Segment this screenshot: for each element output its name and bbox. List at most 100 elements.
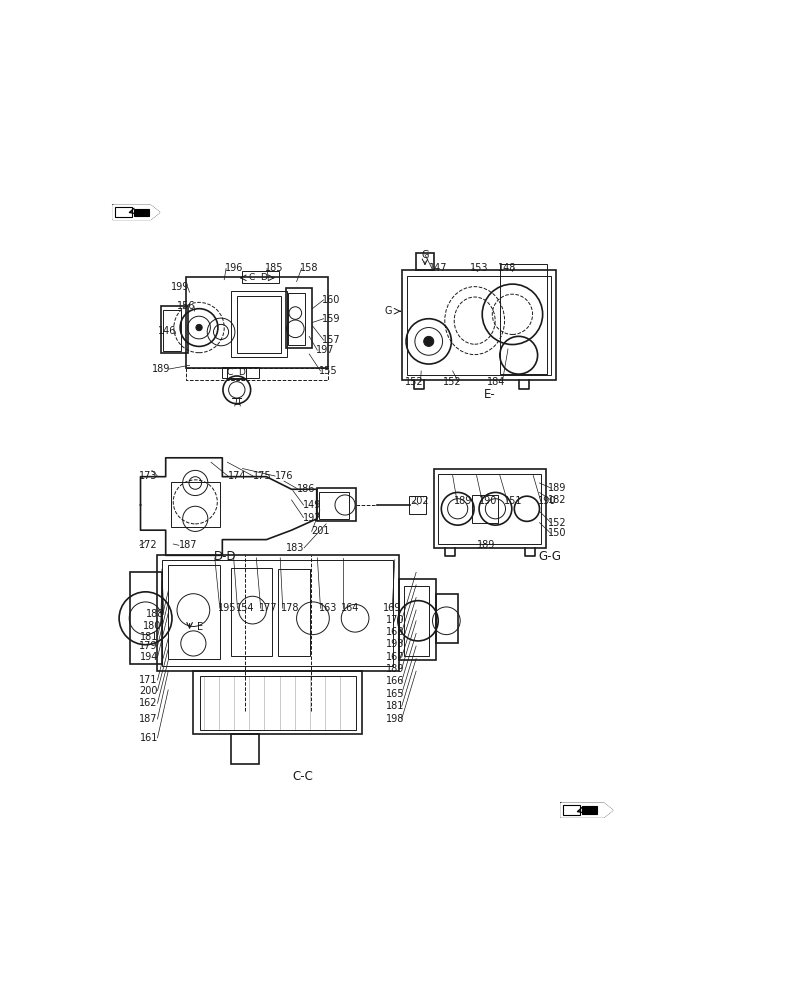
Bar [242, 271, 279, 283]
Text: 155: 155 [319, 366, 337, 376]
Text: 196: 196 [224, 263, 242, 273]
Text: 152: 152 [405, 377, 423, 387]
Bar [222, 367, 259, 378]
Bar [157, 555, 399, 671]
Text: G: G [421, 250, 428, 260]
Text: 164: 164 [341, 603, 358, 613]
Text: 156: 156 [177, 301, 195, 311]
Text: 190: 190 [537, 496, 556, 506]
Text: D: D [238, 368, 244, 377]
Text: 151: 151 [504, 496, 522, 506]
Bar [134, 209, 149, 216]
Text: 198: 198 [386, 714, 404, 724]
Text: Д: Д [233, 398, 240, 407]
Bar [170, 482, 220, 527]
Text: 161: 161 [139, 733, 157, 743]
Text: 189: 189 [547, 483, 565, 493]
Text: C: C [226, 368, 233, 377]
Text: 150: 150 [547, 528, 565, 538]
Text: 193: 193 [386, 639, 404, 649]
Bar [168, 565, 220, 659]
Circle shape [195, 324, 202, 331]
Text: 183: 183 [285, 543, 304, 553]
Polygon shape [560, 803, 611, 817]
Text: 199: 199 [171, 282, 189, 292]
Text: 181: 181 [386, 701, 404, 711]
Bar [401, 270, 556, 380]
Bar [115, 207, 131, 217]
Bar [437, 474, 541, 544]
Text: 184: 184 [487, 377, 504, 387]
Bar [237, 296, 281, 353]
Text: 149: 149 [303, 500, 321, 510]
Bar [161, 560, 393, 666]
Text: 146: 146 [158, 326, 177, 336]
Text: D-D: D-D [214, 550, 237, 563]
Text: E: E [196, 622, 203, 632]
Text: 171: 171 [139, 675, 158, 685]
Text: 175: 175 [252, 471, 271, 481]
Bar [433, 469, 545, 548]
Bar [287, 293, 305, 345]
Bar [163, 310, 181, 351]
Text: 180: 180 [143, 621, 161, 631]
Text: 169: 169 [383, 603, 401, 613]
Text: 188: 188 [146, 609, 164, 619]
Text: 189: 189 [477, 540, 496, 550]
Bar [403, 586, 428, 656]
Bar [399, 579, 436, 660]
Bar [500, 264, 547, 374]
Text: 192: 192 [303, 513, 321, 523]
Bar [408, 496, 426, 514]
Text: 168: 168 [386, 627, 404, 637]
Text: 174: 174 [227, 471, 246, 481]
Text: 152: 152 [442, 377, 461, 387]
Text: 197: 197 [315, 345, 334, 355]
Text: 172: 172 [139, 540, 158, 550]
Text: 189: 189 [386, 664, 404, 674]
Bar [193, 671, 362, 734]
Bar [187, 277, 328, 368]
Text: 157: 157 [321, 335, 340, 345]
Bar [407, 276, 550, 375]
Text: G-G: G-G [538, 550, 560, 563]
Text: 187: 187 [139, 714, 158, 724]
Text: 190: 190 [478, 496, 497, 506]
Text: 202: 202 [410, 496, 428, 506]
Polygon shape [140, 458, 316, 555]
Text: 176: 176 [274, 471, 293, 481]
Text: 189: 189 [453, 496, 472, 506]
Text: 153: 153 [470, 263, 487, 273]
Text: 179: 179 [139, 641, 158, 651]
Text: 166: 166 [386, 676, 404, 686]
Bar [318, 492, 349, 519]
Bar [200, 676, 355, 730]
Text: 185: 185 [265, 263, 284, 273]
Bar [436, 594, 457, 643]
Text: 187: 187 [178, 540, 197, 550]
Text: 181: 181 [139, 632, 157, 642]
Text: C: C [248, 273, 254, 282]
Text: 159: 159 [321, 314, 340, 324]
Text: D: D [260, 273, 267, 282]
Bar [230, 291, 287, 357]
Text: 170: 170 [386, 615, 404, 625]
Bar [131, 572, 161, 664]
Bar [277, 569, 310, 656]
Circle shape [423, 336, 433, 346]
Text: 186: 186 [297, 484, 315, 494]
Text: C-C: C-C [292, 770, 313, 783]
Bar [581, 806, 597, 814]
Text: 194: 194 [139, 652, 157, 662]
Text: 189: 189 [152, 364, 170, 374]
Text: 182: 182 [547, 495, 565, 505]
Text: 167: 167 [386, 652, 404, 662]
Text: 195: 195 [218, 603, 236, 613]
Bar [161, 306, 187, 353]
Text: 148: 148 [498, 263, 516, 273]
Bar [231, 734, 260, 764]
Text: 152: 152 [547, 518, 566, 528]
Bar [563, 805, 579, 815]
Text: 163: 163 [319, 603, 337, 613]
Bar [285, 288, 312, 348]
